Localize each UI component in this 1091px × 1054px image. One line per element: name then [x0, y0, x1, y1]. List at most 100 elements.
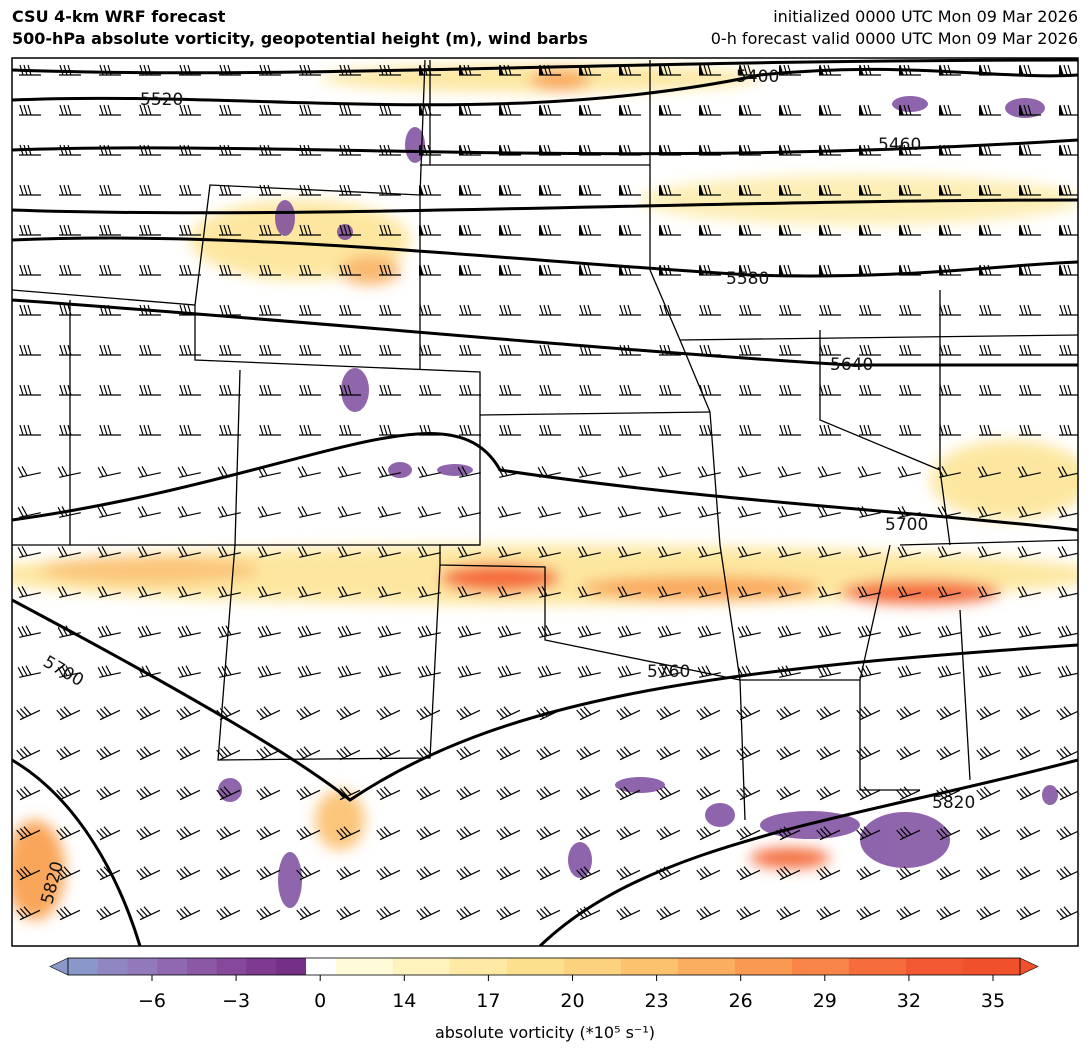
barb-feather — [903, 424, 908, 436]
barb-feather — [223, 706, 232, 715]
barb-feather — [147, 304, 152, 316]
barb-feather — [139, 908, 148, 917]
barb-feather — [296, 869, 305, 879]
barb-feather — [176, 909, 185, 919]
wind-barb — [979, 104, 1001, 116]
contour-label: 5700 — [885, 515, 928, 535]
barb-feather — [547, 224, 552, 236]
wind-barb — [939, 304, 961, 316]
barb-feather — [465, 625, 472, 636]
barb-feather — [1063, 144, 1068, 156]
barb-feather — [861, 626, 868, 636]
barb-feather — [1063, 184, 1068, 196]
barb-feather — [499, 748, 508, 757]
wind-barb — [136, 866, 161, 881]
barb-feather — [747, 424, 752, 436]
wind-barb — [539, 344, 561, 356]
barb-feather — [1061, 586, 1068, 596]
barb-feather — [901, 546, 908, 556]
colorbar-swatch — [848, 958, 907, 975]
barb-feather — [543, 826, 552, 835]
wind-barb — [1019, 424, 1041, 436]
barb-feather — [941, 546, 948, 556]
barb-feather — [457, 667, 464, 677]
barb-feather — [143, 706, 152, 715]
wind-barb — [817, 665, 841, 678]
barb-feather — [99, 748, 108, 757]
barb-feather — [299, 304, 304, 316]
barb-feather — [19, 828, 28, 837]
wind-barb — [737, 506, 761, 518]
barb-feather — [907, 104, 912, 116]
wind-barb — [499, 424, 521, 436]
barb-feather — [577, 667, 584, 677]
wind-barb — [96, 746, 121, 761]
barb-feather — [147, 344, 152, 356]
barb-feather — [383, 746, 392, 755]
wind-barb — [416, 746, 441, 761]
barb-feather — [417, 587, 424, 597]
barb-feather — [21, 626, 28, 636]
barb-feather — [987, 384, 992, 396]
barb-feather — [1063, 344, 1068, 356]
wind-barb — [937, 665, 961, 678]
wind-barb — [939, 184, 961, 196]
wind-barb — [499, 344, 521, 356]
wind-barb — [96, 826, 121, 841]
wind-barb — [379, 384, 401, 396]
barb-feather — [623, 746, 632, 755]
barb-feather — [223, 104, 228, 116]
colorbar-swatch — [677, 958, 736, 975]
wind-barb — [59, 64, 81, 76]
barb-feather — [699, 224, 704, 236]
barb-feather — [99, 708, 108, 717]
barb-feather — [465, 665, 472, 676]
barb-feather — [899, 144, 904, 156]
barb-feather — [943, 706, 952, 715]
barb-feather — [939, 184, 944, 196]
barb-feather — [179, 384, 184, 396]
wind-barb — [657, 546, 681, 558]
barb-feather — [816, 829, 825, 839]
barb-feather — [739, 64, 744, 76]
barb-feather — [183, 826, 192, 835]
colorbar-outline — [67, 957, 1021, 976]
barb-feather — [1063, 424, 1068, 436]
barb-feather — [903, 706, 912, 715]
wind-barb — [59, 144, 81, 156]
barb-feather — [96, 749, 105, 759]
wind-barb — [17, 665, 41, 678]
barb-feather — [863, 424, 868, 436]
barb-feather — [503, 304, 508, 316]
wind-barb — [16, 786, 41, 801]
barb-feather — [777, 587, 784, 597]
barb-feather — [979, 788, 988, 797]
barb-feather — [707, 184, 712, 196]
barb-feather — [983, 264, 988, 276]
barb-feather — [61, 546, 68, 556]
wind-barb — [179, 264, 201, 276]
wind-barb — [497, 586, 521, 598]
barb-feather — [419, 384, 424, 396]
barb-feather — [63, 746, 72, 755]
barb-feather — [819, 868, 828, 877]
wind-barb — [736, 906, 761, 921]
barb-feather — [23, 104, 28, 116]
barb-feather — [859, 184, 864, 196]
barb-feather — [179, 868, 188, 877]
barb-feather — [777, 627, 784, 637]
barb-feather — [137, 627, 144, 637]
barb-feather — [541, 666, 548, 676]
barb-feather — [663, 706, 672, 715]
wind-barb — [337, 546, 361, 558]
barb-feather — [257, 667, 264, 677]
barb-feather — [56, 869, 65, 879]
barb-feather — [627, 304, 632, 316]
barb-feather — [583, 424, 588, 436]
wind-barb — [739, 424, 761, 436]
barb-feather — [183, 786, 192, 795]
barb-feather — [19, 908, 28, 917]
barb-feather — [299, 868, 308, 877]
barb-feather — [981, 466, 988, 476]
barb-feather — [1027, 64, 1032, 76]
